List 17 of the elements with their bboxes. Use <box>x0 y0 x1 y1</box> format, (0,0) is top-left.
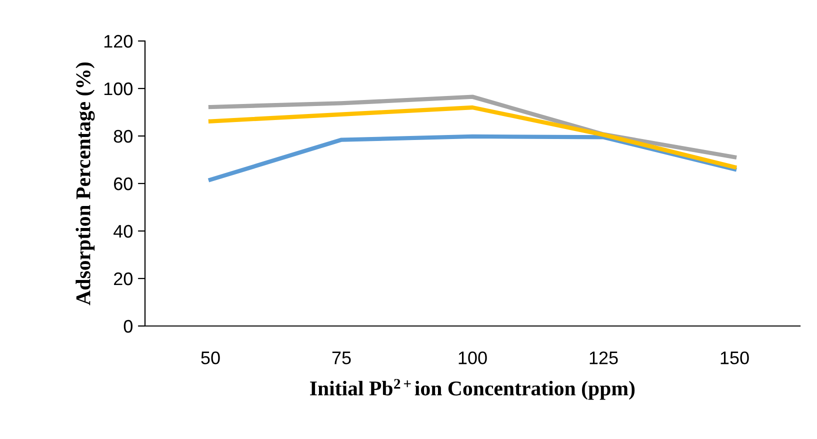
line-series <box>208 134 737 182</box>
x-tick-label: 75 <box>332 352 351 364</box>
x-tick-label: 125 <box>590 351 618 364</box>
y-tick-label: 0 <box>124 320 132 333</box>
x-tick-label: 150 <box>720 351 749 364</box>
y-tick-label: 120 <box>104 34 132 48</box>
y-tick-label: 40 <box>114 224 132 238</box>
y-tick-label: 100 <box>104 82 132 96</box>
y-axis-title: Adsorption Percentage (%) <box>76 62 95 306</box>
x-tick-label: 50 <box>201 351 220 364</box>
x-tick-label: 100 <box>458 351 487 364</box>
line-series <box>208 105 737 170</box>
y-tick-label: 80 <box>114 130 132 143</box>
y-tick-label: 20 <box>114 272 132 286</box>
x-axis-title: Initial Pb$^{2+}$ion Concentration (ppm) <box>310 378 635 400</box>
line-series <box>208 94 737 160</box>
y-tick-label: 60 <box>114 177 132 190</box>
